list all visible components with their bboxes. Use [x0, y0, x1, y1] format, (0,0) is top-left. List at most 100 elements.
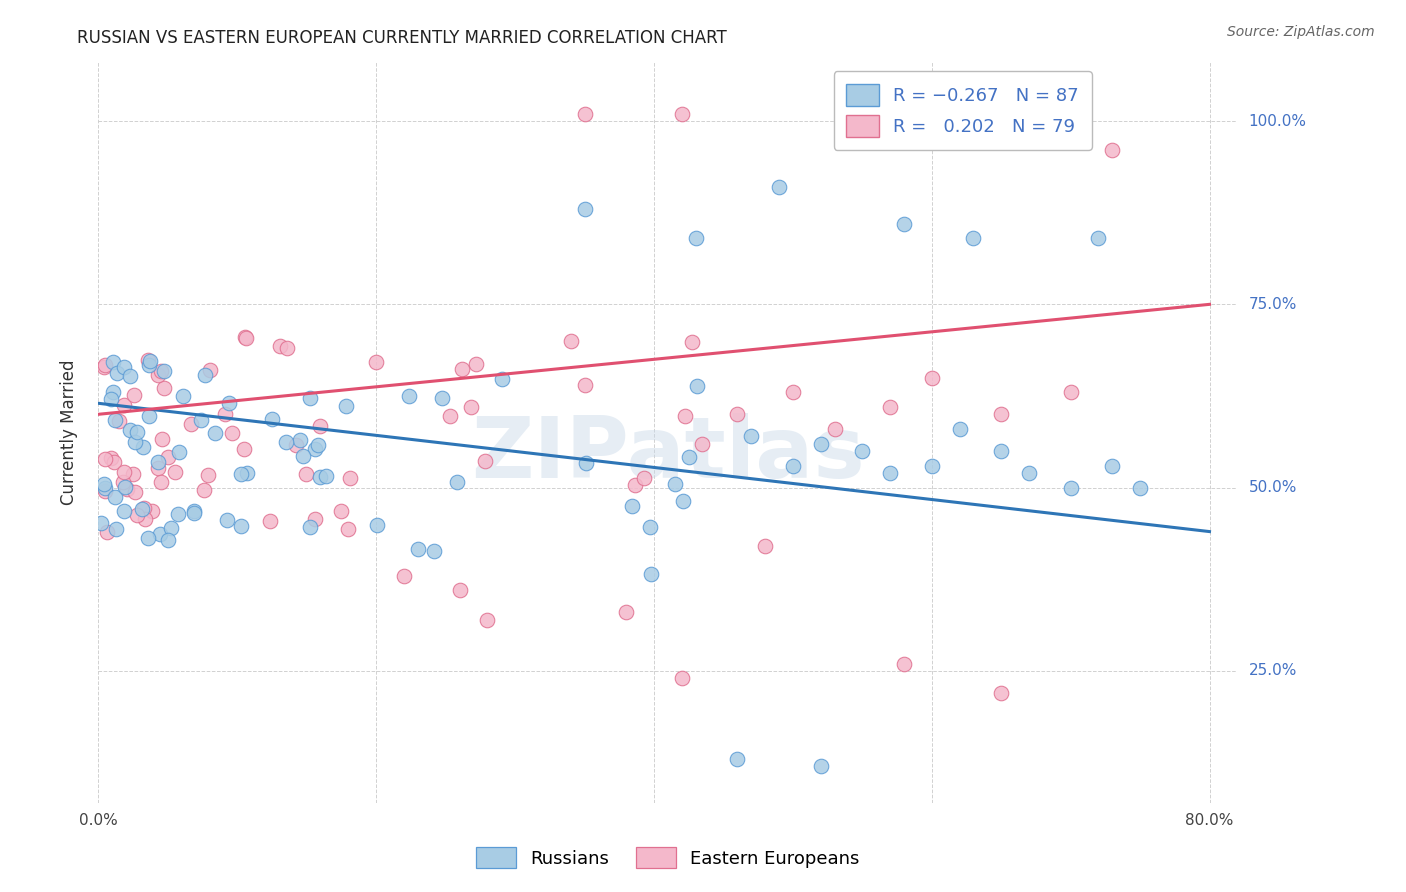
Point [768, 180, 790, 194]
Point [893, 217, 915, 231]
Point [285, 438, 308, 452]
Point [93, 359, 115, 374]
Point [337, 522, 360, 536]
Point [574, 378, 596, 392]
Point [893, 657, 915, 671]
Point [1018, 466, 1040, 480]
Point [90, 516, 112, 530]
Point [159, 521, 181, 535]
Point [439, 409, 461, 424]
Point [125, 508, 148, 523]
Point [150, 364, 173, 378]
Point [214, 407, 236, 421]
Point [204, 425, 226, 440]
Point [114, 480, 136, 494]
Point [93, 477, 115, 491]
Point [111, 475, 134, 489]
Point [146, 455, 169, 469]
Point [138, 409, 160, 423]
Point [307, 438, 329, 452]
Point [451, 362, 474, 376]
Point [235, 467, 257, 481]
Point [638, 519, 661, 533]
Point [100, 392, 122, 406]
Point [233, 330, 256, 344]
Point [105, 522, 128, 536]
Point [574, 202, 596, 216]
Point [101, 355, 124, 369]
Point [921, 458, 943, 473]
Text: 100.0%: 100.0% [1249, 113, 1306, 128]
Point [685, 231, 707, 245]
Point [231, 519, 253, 533]
Point [157, 533, 180, 547]
Point [671, 671, 693, 685]
Point [153, 381, 176, 395]
Point [686, 379, 709, 393]
Point [423, 544, 446, 558]
Text: Source: ZipAtlas.com: Source: ZipAtlas.com [1227, 25, 1375, 39]
Point [121, 467, 143, 482]
Point [183, 506, 205, 520]
Point [115, 482, 138, 496]
Point [153, 363, 176, 377]
Point [640, 567, 662, 582]
Point [94, 359, 117, 373]
Point [474, 453, 496, 467]
Point [262, 412, 284, 426]
Point [299, 520, 322, 534]
Point [329, 504, 352, 518]
Point [335, 399, 357, 413]
Point [725, 407, 748, 421]
Point [104, 490, 127, 504]
Point [725, 752, 748, 766]
Point [157, 450, 180, 465]
Point [1129, 481, 1152, 495]
Point [614, 605, 637, 619]
Point [782, 385, 804, 400]
Point [269, 339, 291, 353]
Point [304, 442, 326, 456]
Point [851, 444, 873, 458]
Point [675, 409, 697, 423]
Point [664, 476, 686, 491]
Point [231, 467, 253, 482]
Point [366, 518, 388, 533]
Point [124, 388, 146, 402]
Point [491, 371, 513, 385]
Point [276, 341, 298, 355]
Point [150, 432, 173, 446]
Point [104, 413, 127, 427]
Point [449, 583, 471, 598]
Point [198, 363, 221, 377]
Point [430, 391, 453, 405]
Point [105, 366, 128, 380]
Point [169, 445, 191, 459]
Point [879, 400, 901, 414]
Point [172, 389, 194, 403]
Point [315, 469, 337, 483]
Point [190, 412, 212, 426]
Point [124, 435, 146, 450]
Text: 50.0%: 50.0% [1249, 480, 1296, 495]
Point [101, 385, 124, 400]
Point [295, 467, 318, 481]
Point [134, 500, 156, 515]
Point [309, 470, 332, 484]
Point [1059, 481, 1081, 495]
Point [183, 503, 205, 517]
Point [740, 429, 762, 443]
Point [134, 512, 156, 526]
Point [180, 417, 202, 431]
Point [364, 355, 387, 369]
Point [215, 513, 238, 527]
Point [292, 450, 315, 464]
Point [288, 433, 311, 447]
Point [1059, 385, 1081, 400]
Point [193, 483, 215, 497]
Point [149, 526, 172, 541]
Point [465, 357, 488, 371]
Text: ZIPatlas: ZIPatlas [471, 413, 865, 496]
Point [308, 418, 330, 433]
Point [138, 359, 160, 373]
